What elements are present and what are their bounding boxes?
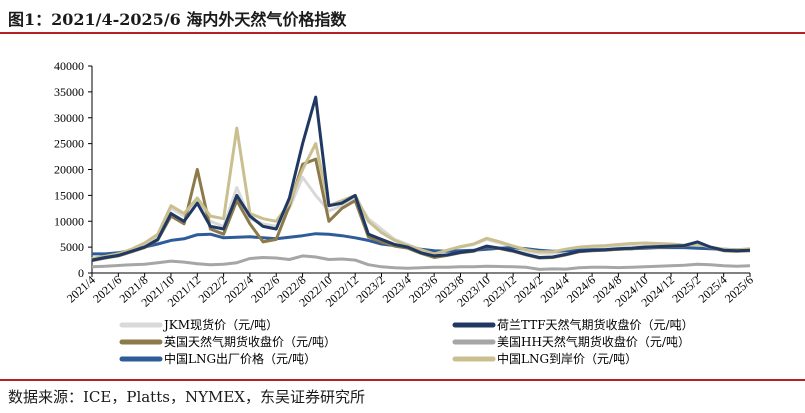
y-tick-label: 5000 <box>60 240 84 254</box>
x-tick-label: 2021/6 <box>90 273 124 306</box>
legend-label: 英国天然气期货收盘价（元/吨） <box>164 334 336 349</box>
y-tick-label: 10000 <box>54 214 84 228</box>
legend-label: 中国LNG出厂价格（元/吨） <box>164 351 316 366</box>
title-divider <box>0 32 805 34</box>
x-tick-label: 2023/2 <box>353 273 387 306</box>
y-tick-label: 35000 <box>54 85 84 99</box>
price-index-chart: 0 5000 10000 15000 20000 25000 30000 35000 40000… <box>54 59 756 366</box>
x-tick-label: 2023/6 <box>406 273 440 306</box>
y-tick-label: 30000 <box>54 111 84 125</box>
source-divider <box>0 379 805 381</box>
x-tick-label: 2022/4 <box>222 273 256 306</box>
x-tick-label: 2022/6 <box>248 273 282 306</box>
x-tick-label: 2023/4 <box>380 273 414 306</box>
x-tick-label: 2024/6 <box>564 273 598 306</box>
x-tick-label: 2022/2 <box>195 273 229 306</box>
series-line <box>91 95 751 262</box>
legend-label: JKM现货价（元/吨） <box>162 317 278 332</box>
x-tick-label: 2024/2 <box>511 273 545 306</box>
y-tick-label: 20000 <box>54 163 84 177</box>
x-tick-label: 2024/4 <box>538 273 572 306</box>
chart-ticks: 0 5000 10000 15000 20000 25000 30000 35000 40000… <box>54 59 756 310</box>
x-tick-label: 2025/6 <box>722 273 756 306</box>
chart-legend: JKM现货价（元/吨） 荷兰TTF天然气期货收盘价（元/吨） 英国天然气期货收盘价（… <box>119 317 694 366</box>
x-tick-label: 2025/2 <box>669 273 703 306</box>
y-tick-label: 0 <box>78 266 84 280</box>
data-source: 数据来源：ICE，Platts，NYMEX，东吴证券研究所 <box>8 388 365 406</box>
series-line <box>91 254 751 271</box>
legend-label: 荷兰TTF天然气期货收盘价（元/吨） <box>497 317 694 332</box>
series-line <box>91 126 751 260</box>
legend-label: 中国LNG到岸价（元/吨） <box>497 351 637 366</box>
chart-series <box>91 95 751 271</box>
page-title: 图1：2021/4-2025/6 海内外天然气价格指数 <box>8 10 347 29</box>
x-tick-label: 2025/4 <box>696 273 730 306</box>
y-tick-label: 25000 <box>54 137 84 151</box>
legend-label: 美国HH天然气期货收盘价（元/吨） <box>497 334 690 349</box>
y-tick-label: 15000 <box>54 188 84 202</box>
y-tick-label: 40000 <box>54 59 84 73</box>
